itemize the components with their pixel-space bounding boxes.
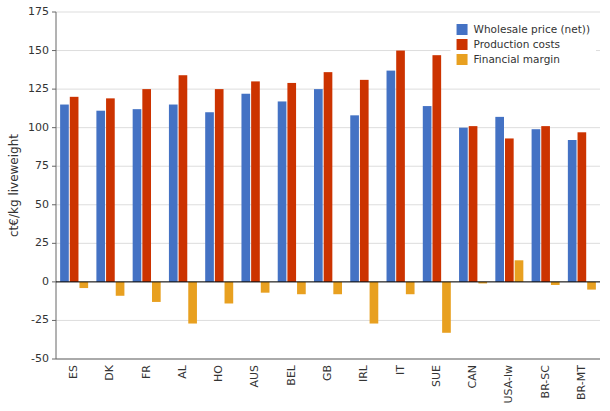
bar: [278, 101, 287, 281]
legend-swatch: [457, 39, 468, 50]
bar: [423, 106, 432, 282]
bar: [297, 282, 306, 294]
x-tick-label: USA-lw: [502, 365, 515, 404]
bar: [152, 282, 161, 302]
x-tick-label: FR: [140, 365, 153, 379]
bar: [495, 117, 504, 282]
x-tick-label: SUE: [430, 365, 443, 387]
legend: Wholesale price (net)) Production costs Fi…: [451, 16, 596, 73]
y-axis: [56, 12, 57, 359]
bar: [442, 282, 451, 333]
bar: [541, 126, 550, 282]
y-tick-label: 125: [28, 82, 49, 95]
y-tick-label: 175: [28, 5, 49, 18]
x-tick-label: BEL: [285, 364, 298, 385]
y-tick-label: 75: [35, 159, 49, 172]
grid-line: [56, 320, 600, 321]
x-tick-label: GB: [321, 365, 334, 381]
bar: [60, 105, 69, 282]
y-tick-label: -50: [31, 352, 49, 365]
y-tick-label: 50: [35, 198, 49, 211]
bar: [261, 282, 270, 293]
bar: [314, 89, 323, 282]
grid: [52, 12, 600, 359]
x-tick-label: DK: [103, 364, 116, 380]
bar: [287, 83, 296, 282]
bar: [179, 75, 188, 282]
bar: [70, 97, 79, 282]
y-tick-label: -25: [31, 313, 49, 326]
bar: [241, 94, 250, 282]
bar: [370, 282, 379, 324]
y-tick-label: 25: [35, 236, 49, 249]
y-tick: [52, 243, 56, 244]
y-tick: [52, 127, 56, 128]
bar: [133, 109, 142, 282]
bar: [406, 282, 415, 294]
bar: [333, 282, 342, 294]
bar: [205, 112, 214, 282]
y-tick: [52, 89, 56, 90]
x-tick-label: IT: [394, 365, 407, 375]
zero-line: [56, 281, 600, 282]
legend-background: [451, 16, 596, 73]
bar: [459, 128, 468, 282]
x-tick-label: IRL: [357, 364, 370, 382]
bar: [568, 140, 577, 282]
grid-line: [56, 12, 600, 13]
y-tick-label: 150: [28, 44, 49, 57]
bar: [515, 260, 524, 282]
bar: [324, 72, 333, 282]
bar: [532, 129, 541, 282]
bar: [505, 138, 514, 281]
legend-label: Financial margin: [474, 53, 560, 65]
x-tick-label: BR-SC: [539, 365, 552, 399]
x-tick-label: HO: [212, 365, 225, 382]
bar: [587, 282, 596, 290]
chart: -50 -25 0 25 50 75 100 125 150 175 ct€/kg liveweig…: [0, 0, 610, 411]
bar: [116, 282, 125, 296]
bars: [60, 51, 596, 333]
x-tick-label: ES: [67, 365, 80, 379]
legend-swatch: [457, 24, 468, 35]
x-tick-label: AUS: [248, 365, 261, 388]
x-tick-label: AL: [176, 364, 189, 379]
bar: [188, 282, 197, 324]
bar: [79, 282, 88, 288]
x-tick-label: CAN: [466, 365, 479, 388]
bar: [432, 55, 441, 282]
y-tick: [52, 281, 56, 282]
grid-line: [56, 281, 600, 282]
bar: [396, 51, 405, 282]
bar: [578, 132, 587, 282]
y-tick: [52, 204, 56, 205]
bar: [387, 71, 396, 282]
bar: [469, 126, 478, 282]
x-tick-label: BR-MT: [575, 365, 588, 400]
y-axis-label: ct€/kg liveweight: [7, 134, 21, 237]
bar: [251, 81, 260, 281]
y-tick: [52, 320, 56, 321]
legend-swatch: [457, 54, 468, 65]
bar: [360, 80, 369, 282]
x-axis: [56, 359, 600, 360]
bar: [225, 282, 234, 304]
bar: [96, 111, 105, 282]
y-tick: [52, 12, 56, 13]
y-tick: [52, 166, 56, 167]
bar: [350, 115, 359, 282]
bar: [142, 89, 151, 282]
bar: [106, 98, 115, 282]
legend-label: Wholesale price (net)): [474, 23, 590, 35]
bar: [169, 105, 178, 282]
grid-line: [56, 359, 600, 360]
y-tick-label: 100: [28, 121, 49, 134]
y-tick: [52, 359, 56, 360]
y-tick-label: 0: [42, 275, 49, 288]
bar: [215, 89, 224, 282]
y-tick: [52, 50, 56, 51]
legend-label: Production costs: [474, 38, 560, 50]
